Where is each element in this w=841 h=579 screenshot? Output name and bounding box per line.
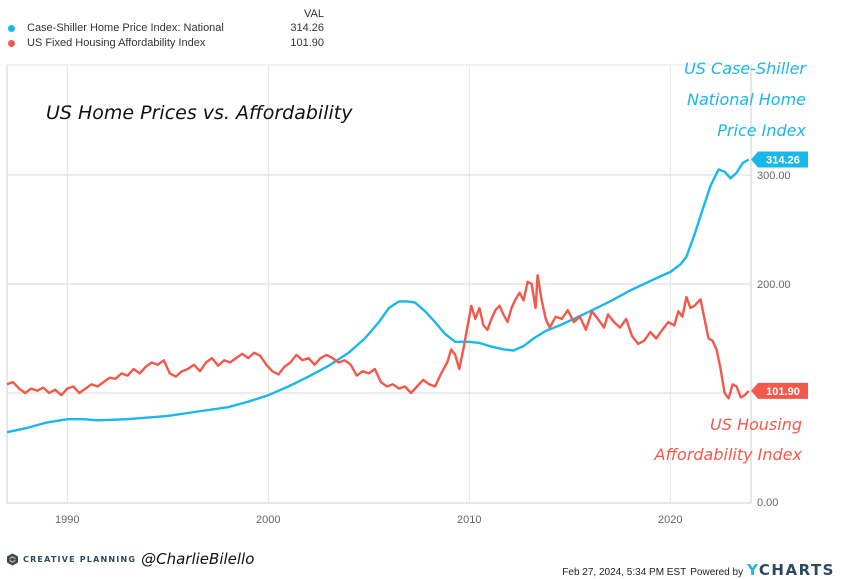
legend-item-label: Case-Shiller Home Price Index: National [27,22,224,34]
axes: 1990 2000 2010 2020 0.00 200.00 300.00 [6,65,791,526]
legend-item-value: 314.26 [290,22,324,34]
affordability-annotation: US Housing [710,415,802,434]
creative-planning-logo-icon [7,553,18,565]
legend-item-value: 101.90 [290,37,324,49]
y-tick-label: 300.00 [757,170,791,182]
value-flag-shape [751,382,808,399]
affordability-annotation: Affordability Index [654,445,803,464]
value-flag-shape [751,151,808,168]
x-tick-label: 2010 [457,514,481,526]
ycharts-logo-text: CHARTS [758,561,835,579]
affordability-value-flag: 101.90 [751,382,808,399]
case-shiller-line [6,158,750,434]
legend-dot-icon [8,25,15,32]
powered-by-label: Powered by [690,567,744,578]
case-shiller-annotation: Price Index [717,121,806,140]
author-handle: @CharlieBilello [141,550,255,568]
footer-branding: CREATIVE PLANNING @CharlieBilello [6,550,254,568]
affordability-line [6,274,750,400]
creative-planning-logo: CREATIVE PLANNING [6,553,136,566]
legend-header: VAL [304,8,324,20]
value-flag-label: 314.26 [766,154,800,166]
case-shiller-annotation: National Home [687,90,806,109]
last-value-flags: 314.26 101.90 [751,151,808,399]
x-tick-label: 2020 [658,514,682,526]
chart-title: US Home Prices vs. Affordability [46,102,353,124]
ycharts-logo-y: Y [747,561,759,579]
series-layer [6,158,750,434]
case-shiller-annotation: US Case-Shiller [684,59,807,78]
timestamp: Feb 27, 2024, 5:34 PM EST [562,567,687,578]
ycharts-logo[interactable]: YCHARTS [747,561,835,579]
x-tick-label: 2000 [256,514,280,526]
legend-dot-icon [8,40,15,47]
y-tick-label: 0.00 [757,497,778,509]
creative-planning-brand: CREATIVE PLANNING [23,554,137,564]
footer-attribution: Feb 27, 2024, 5:34 PM EST Powered by YCH… [562,561,835,579]
annotations: US Case-Shiller National Home Price Index U… [654,59,808,464]
value-flag-label: 101.90 [766,386,800,398]
case-shiller-value-flag: 314.26 [751,151,808,168]
x-tick-label: 1990 [55,514,79,526]
grid [6,64,752,504]
y-tick-label: 200.00 [757,279,791,291]
legend-item-label: US Fixed Housing Affordability Index [27,37,206,49]
